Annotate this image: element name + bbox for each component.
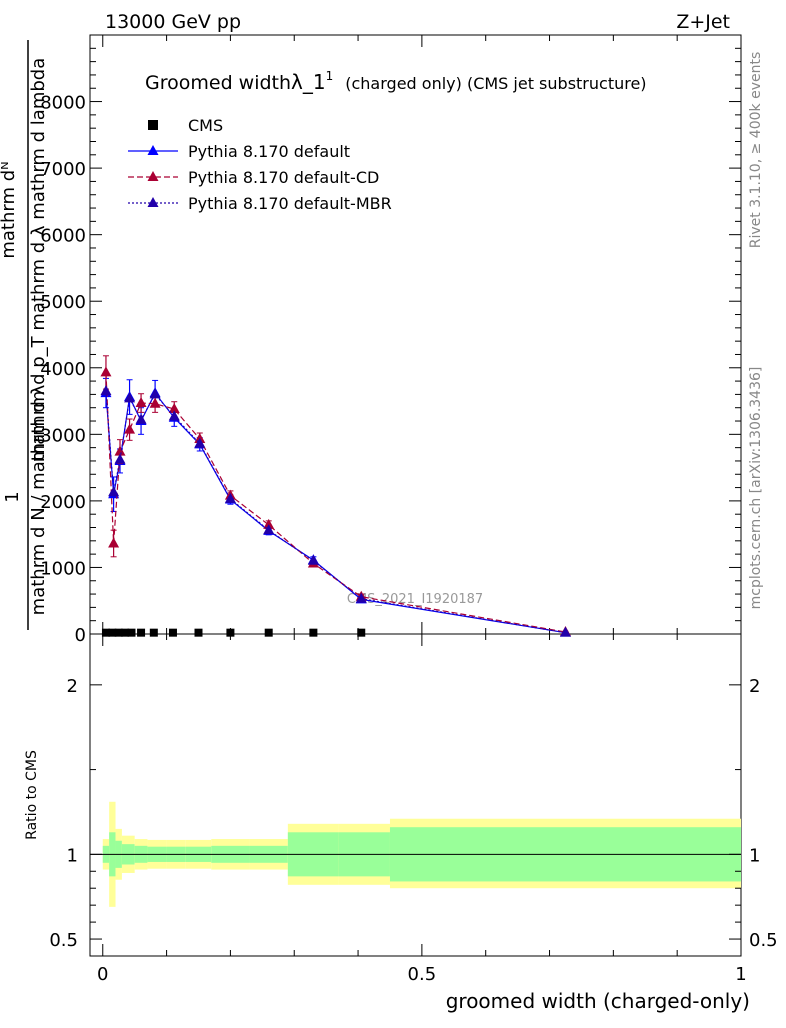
legend-label: Pythia 8.170 default-MBR bbox=[188, 194, 392, 213]
plot-title-symbol: λ_1 bbox=[291, 70, 326, 94]
x-tick-label: 0 bbox=[97, 964, 108, 985]
cms-data-point bbox=[114, 628, 123, 637]
y-label-denominator: mathrm d p_T mathrm d λ mathrm d lambda bbox=[28, 58, 49, 463]
plot-title: Groomed widthλ_11 (charged only) (CMS jet… bbox=[145, 69, 647, 94]
legend-marker-triangle bbox=[147, 197, 159, 207]
cms-data-point bbox=[137, 628, 146, 637]
y-tick-label: 0 bbox=[75, 625, 86, 646]
cms-data-point bbox=[149, 628, 158, 637]
cms-data-point bbox=[194, 628, 203, 637]
legend-label: Pythia 8.170 default-CD bbox=[188, 168, 379, 187]
y-tick-label: 7000 bbox=[40, 159, 86, 180]
data-point-triangle bbox=[114, 445, 126, 456]
x-axis-label: groomed width (charged-only) bbox=[446, 989, 750, 1013]
data-point-triangle bbox=[149, 397, 161, 408]
cms-data-point bbox=[264, 628, 273, 637]
legend-marker-square bbox=[148, 120, 158, 130]
cms-data-point bbox=[108, 628, 117, 637]
plot-title-main: Groomed width bbox=[145, 72, 291, 94]
legend-label: CMS bbox=[188, 116, 223, 135]
x-tick-label: 0.5 bbox=[408, 964, 437, 985]
y-tick-label: 1000 bbox=[40, 558, 86, 579]
ratio-tick-label-right: 2 bbox=[749, 676, 760, 697]
data-point-triangle bbox=[168, 403, 180, 414]
series-line-0 bbox=[105, 391, 566, 634]
data-point-triangle bbox=[124, 392, 136, 403]
data-point-triangle bbox=[100, 366, 112, 377]
y-label-one: 1 bbox=[2, 491, 23, 502]
axis-ticks: 0 0.5 10100020003000400050006000700080000.… bbox=[40, 35, 778, 985]
cms-data-point bbox=[127, 628, 136, 637]
y-tick-label: 6000 bbox=[40, 226, 86, 247]
ratio-tick-label-right: 0.5 bbox=[749, 930, 778, 951]
y-axis-label: 1 mathrm dᴺ mathrm d p_T mathrm d λ math… bbox=[0, 40, 49, 630]
legend-marker-triangle bbox=[147, 171, 159, 181]
cms-data-point bbox=[121, 628, 130, 637]
plot-title-sup: 1 bbox=[326, 69, 334, 83]
mcplots-label: mcplots.cern.ch [arXiv:1306.3436] bbox=[748, 367, 764, 610]
y-tick-label: 5000 bbox=[40, 292, 86, 313]
cms-data-point bbox=[309, 628, 318, 637]
ratio-tick-label-left: 1 bbox=[67, 845, 78, 866]
header-left: 13000 GeV pp bbox=[105, 11, 241, 33]
data-point-triangle bbox=[263, 524, 275, 535]
plot-title-suffix: (charged only) (CMS jet substructure) bbox=[345, 74, 646, 93]
data-point-triangle bbox=[108, 486, 120, 497]
ratio-bands bbox=[90, 801, 741, 907]
data-point-triangle bbox=[559, 626, 571, 637]
y-tick-label: 2000 bbox=[40, 492, 86, 513]
y-label-bottom: mathrm d N / mathrm d λ bbox=[28, 384, 49, 615]
data-point-triangle bbox=[168, 410, 180, 421]
data-point-triangle bbox=[194, 437, 206, 448]
data-point-triangle bbox=[108, 537, 120, 548]
data-point-triangle bbox=[355, 592, 367, 603]
y-tick-label: 8000 bbox=[40, 93, 86, 114]
legend-marker-triangle bbox=[147, 145, 159, 155]
data-point-triangle bbox=[100, 385, 112, 396]
ratio-plot-frame bbox=[89, 633, 742, 957]
header-right: Z+Jet bbox=[676, 11, 730, 33]
cms-data-point bbox=[168, 628, 177, 637]
data-point-triangle bbox=[149, 388, 161, 399]
legend-label: Pythia 8.170 default bbox=[188, 142, 350, 161]
legend: CMS Pythia 8.170 default Pythia 8.170 defa… bbox=[128, 116, 392, 213]
x-tick-label: 1 bbox=[735, 964, 746, 985]
series-line-2 bbox=[105, 391, 566, 634]
cms-data-point bbox=[226, 628, 235, 637]
data-point-triangle bbox=[124, 423, 136, 434]
rivet-label: Rivet 3.1.10, ≥ 400k events bbox=[748, 52, 764, 249]
data-point-triangle bbox=[307, 554, 319, 565]
cms-data-point bbox=[101, 628, 110, 637]
ratio-tick-label-left: 2 bbox=[67, 676, 78, 697]
data-point-triangle bbox=[135, 397, 147, 408]
y-tick-label: 4000 bbox=[40, 359, 86, 380]
ratio-y-label: Ratio to CMS bbox=[24, 750, 40, 840]
ratio-tick-label-left: 0.5 bbox=[49, 930, 78, 951]
data-point-triangle bbox=[135, 413, 147, 424]
series-layer bbox=[100, 355, 571, 637]
ratio-tick-label-right: 1 bbox=[749, 845, 760, 866]
data-point-triangle bbox=[263, 518, 275, 529]
y-label-numerator: mathrm dᴺ bbox=[0, 161, 19, 258]
analysis-watermark: CMS_2021_I1920187 bbox=[347, 592, 483, 607]
cms-data-point bbox=[357, 628, 366, 637]
data-point-triangle bbox=[224, 492, 236, 503]
y-tick-label: 3000 bbox=[40, 425, 86, 446]
data-point-triangle bbox=[114, 453, 126, 464]
